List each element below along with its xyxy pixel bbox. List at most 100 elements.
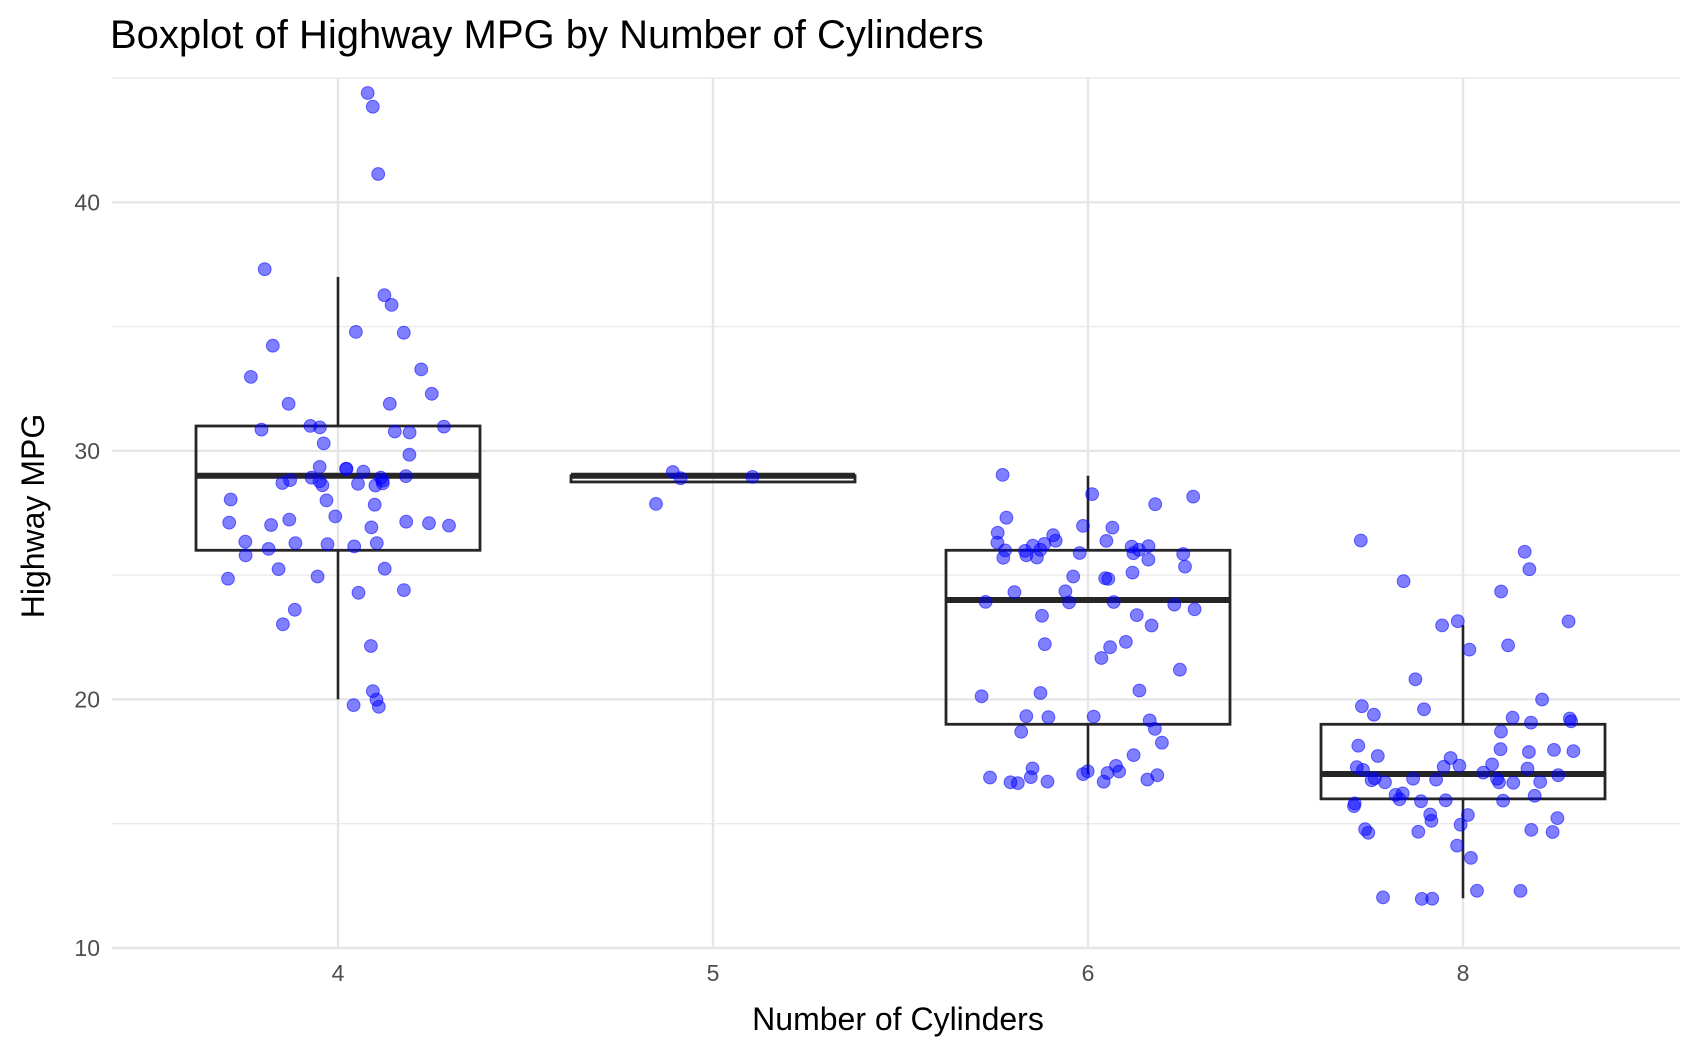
data-point: [1030, 550, 1044, 565]
data-point: [316, 436, 331, 451]
data-point: [978, 595, 993, 609]
box-iqr: [194, 424, 482, 552]
data-point: [1141, 552, 1156, 567]
data-point: [999, 510, 1014, 525]
data-point: [673, 471, 688, 486]
data-point: [1150, 768, 1165, 783]
data-point: [1085, 487, 1099, 502]
data-point: [1142, 713, 1157, 728]
data-point: [1025, 761, 1040, 776]
data-point: [1132, 683, 1147, 698]
data-point: [364, 639, 378, 653]
data-point: [1086, 709, 1101, 724]
data-point: [1424, 813, 1439, 828]
data-point: [351, 476, 365, 491]
box-6: [944, 475, 1232, 774]
data-point: [1395, 786, 1410, 801]
data-point: [1129, 608, 1144, 622]
data-point: [424, 386, 439, 401]
data-point: [339, 461, 354, 476]
data-point: [422, 516, 436, 531]
data-point: [1347, 796, 1362, 811]
data-point: [1524, 823, 1539, 837]
data-point: [1414, 892, 1429, 906]
data-point: [402, 425, 417, 440]
data-point: [377, 561, 392, 576]
data-point: [377, 288, 392, 303]
data-point: [414, 362, 429, 377]
data-point: [364, 520, 379, 535]
data-point: [360, 86, 375, 100]
data-point: [1450, 614, 1465, 629]
box-iqr: [1319, 722, 1607, 801]
data-point: [649, 497, 663, 511]
data-point: [1411, 824, 1426, 839]
box-4: [194, 276, 482, 700]
data-point: [244, 370, 258, 384]
data-point: [1470, 883, 1484, 898]
data-point: [351, 585, 366, 600]
data-point: [1041, 710, 1056, 725]
data-point: [1522, 562, 1537, 577]
data-point: [1438, 793, 1453, 808]
data-point: [1112, 764, 1127, 779]
data-point: [1014, 724, 1029, 739]
data-point: [442, 518, 456, 533]
data-point: [1417, 702, 1431, 717]
data-point: [261, 542, 276, 556]
data-point: [1566, 744, 1581, 758]
data-point: [1358, 822, 1372, 837]
box-iqr: [944, 548, 1232, 726]
data-point: [399, 514, 414, 529]
data-point: [745, 470, 760, 484]
data-point: [1545, 825, 1560, 839]
x-axis-title: Number of Cylinders: [752, 1001, 1044, 1037]
data-point: [287, 602, 302, 617]
data-point: [1522, 745, 1536, 759]
data-point: [1062, 595, 1076, 610]
data-point: [1533, 775, 1548, 789]
data-point: [221, 571, 235, 586]
data-point: [1019, 709, 1034, 724]
data-point: [1167, 597, 1182, 612]
data-point: [1535, 692, 1549, 707]
data-point: [1080, 764, 1095, 779]
data-point: [1561, 614, 1576, 629]
data-point: [1496, 793, 1510, 808]
data-point: [1105, 520, 1120, 535]
data-point: [367, 497, 382, 512]
data-point: [1462, 642, 1477, 657]
data-point: [1453, 817, 1468, 832]
y-tick-label: 30: [74, 438, 100, 464]
data-point: [371, 167, 386, 181]
data-point: [1033, 686, 1048, 700]
x-tick-label: 6: [1082, 960, 1095, 986]
data-point: [396, 325, 411, 340]
data-point: [1513, 884, 1528, 898]
data-point: [1148, 497, 1163, 512]
data-point: [1551, 768, 1566, 783]
data-point: [222, 515, 237, 530]
data-point: [397, 583, 411, 597]
data-point: [1485, 757, 1499, 772]
data-point: [1007, 585, 1022, 599]
data-point: [1550, 811, 1565, 825]
data-point: [328, 509, 343, 524]
data-point: [1506, 775, 1521, 790]
data-point: [346, 698, 361, 712]
data-point: [1494, 724, 1508, 739]
data-point: [995, 468, 1010, 482]
data-point: [265, 338, 280, 353]
y-tick-label: 10: [74, 935, 100, 961]
data-point: [312, 474, 327, 489]
y-axis-title: Highway MPG: [15, 414, 51, 619]
data-point: [356, 464, 371, 479]
data-point: [1040, 774, 1055, 789]
data-point: [1094, 651, 1109, 665]
data-point: [271, 562, 286, 576]
data-point: [1501, 638, 1515, 653]
data-point: [1527, 788, 1542, 803]
data-point: [1076, 519, 1090, 533]
data-point: [254, 422, 269, 437]
data-point: [1406, 771, 1420, 786]
